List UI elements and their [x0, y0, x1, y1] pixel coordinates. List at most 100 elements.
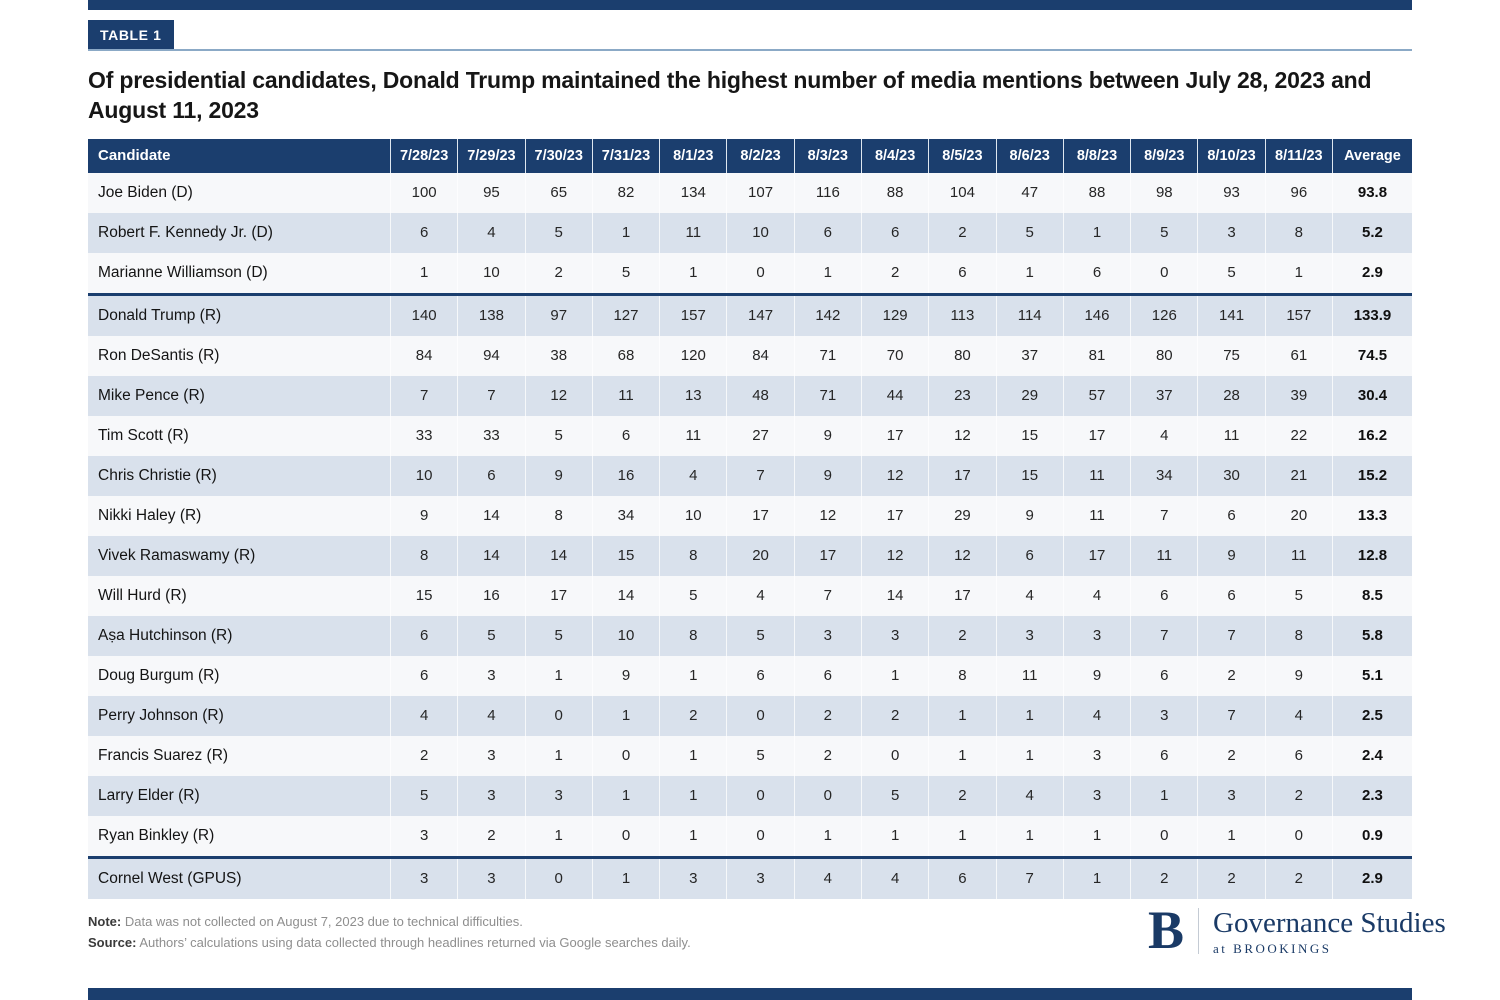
value-cell: 0: [726, 815, 793, 856]
value-cell: 80: [1130, 335, 1197, 376]
value-cell: 3: [1197, 212, 1264, 253]
value-cell: 5: [524, 415, 592, 456]
value-cell: 10: [390, 455, 457, 496]
value-cell: 9: [1264, 655, 1332, 696]
header-date: 8/10/23: [1197, 138, 1264, 173]
average-cell: 30.4: [1331, 375, 1412, 416]
header-date: 7/28/23: [390, 138, 457, 173]
value-cell: 88: [860, 172, 928, 213]
value-cell: 7: [1197, 695, 1264, 736]
value-cell: 4: [390, 695, 457, 736]
value-cell: 57: [1062, 375, 1130, 416]
value-cell: 1: [995, 815, 1063, 856]
header-date: 8/9/23: [1130, 138, 1197, 173]
value-cell: 1: [995, 252, 1063, 293]
value-cell: 0: [860, 735, 928, 776]
table-row: Nikki Haley (R) 9 14 8 34 10 17 12 17 29 9 11 7 6 20 13…: [88, 495, 1412, 536]
table-row: Perry Johnson (R) 4 4 0 1 2 0 2 2 1 1 4 3 7 4 2.5: [88, 695, 1412, 736]
table-row: Francis Suarez (R) 2 3 1 0 1 5 2 0 1 1 3 6 2 6 2.4: [88, 735, 1412, 776]
value-cell: 5: [524, 615, 592, 656]
average-cell: 5.8: [1331, 615, 1412, 656]
value-cell: 5: [457, 615, 524, 656]
value-cell: 71: [793, 335, 861, 376]
value-cell: 15: [591, 535, 659, 576]
value-cell: 8: [928, 655, 995, 696]
value-cell: 1: [591, 858, 659, 899]
value-cell: 6: [928, 252, 995, 293]
header-date: 8/11/23: [1264, 138, 1332, 173]
value-cell: 28: [1197, 375, 1264, 416]
value-cell: 1: [995, 735, 1063, 776]
average-cell: 0.9: [1331, 815, 1412, 856]
value-cell: 29: [995, 375, 1063, 416]
value-cell: 147: [726, 295, 793, 336]
value-cell: 7: [726, 455, 793, 496]
value-cell: 9: [390, 495, 457, 536]
value-cell: 88: [1062, 172, 1130, 213]
value-cell: 14: [860, 575, 928, 616]
value-cell: 9: [524, 455, 592, 496]
value-cell: 4: [457, 695, 524, 736]
table-body: Joe Biden (D) 100 95 65 82 134 107 116 88 104 47 88…: [88, 172, 1412, 899]
value-cell: 2: [860, 695, 928, 736]
value-cell: 5: [1197, 252, 1264, 293]
average-cell: 16.2: [1331, 415, 1412, 456]
value-cell: 1: [793, 815, 861, 856]
value-cell: 10: [591, 615, 659, 656]
value-cell: 7: [1130, 495, 1197, 536]
value-cell: 23: [928, 375, 995, 416]
value-cell: 37: [1130, 375, 1197, 416]
value-cell: 9: [995, 495, 1063, 536]
note-line: Note: Data was not collected on August 7…: [88, 912, 1412, 933]
value-cell: 70: [860, 335, 928, 376]
value-cell: 1: [524, 735, 592, 776]
value-cell: 20: [726, 535, 793, 576]
value-cell: 12: [860, 535, 928, 576]
value-cell: 2: [928, 775, 995, 816]
value-cell: 3: [457, 858, 524, 899]
value-cell: 11: [1264, 535, 1332, 576]
value-cell: 16: [457, 575, 524, 616]
candidate-name: Francis Suarez (R): [98, 746, 229, 764]
value-cell: 1: [928, 815, 995, 856]
source-text: Authors’ calculations using data collect…: [139, 934, 691, 950]
value-cell: 1: [591, 695, 659, 736]
candidate-name: Aṣa Hutchinson (R): [98, 626, 233, 644]
table-tag-row: TABLE 1: [88, 20, 1412, 51]
value-cell: 11: [591, 375, 659, 416]
value-cell: 17: [524, 575, 592, 616]
value-cell: 94: [457, 335, 524, 376]
value-cell: 0: [726, 775, 793, 816]
value-cell: 14: [457, 535, 524, 576]
value-cell: 97: [524, 295, 592, 336]
value-cell: 3: [1130, 695, 1197, 736]
value-cell: 0: [726, 695, 793, 736]
value-cell: 5: [726, 735, 793, 776]
value-cell: 68: [591, 335, 659, 376]
table-row: Mike Pence (R) 7 7 12 11 13 48 71 44 23 29 57 37 28 39…: [88, 375, 1412, 416]
value-cell: 2: [524, 252, 592, 293]
value-cell: 9: [1062, 655, 1130, 696]
value-cell: 82: [591, 172, 659, 213]
candidate-name: Nikki Haley (R): [98, 506, 202, 524]
data-table: Candidate 7/28/23 7/29/23 7/30/23 7/31/23 8/1…: [88, 138, 1412, 899]
logo-divider: [1198, 908, 1200, 954]
value-cell: 6: [995, 535, 1063, 576]
value-cell: 5: [995, 212, 1063, 253]
average-cell: 2.9: [1331, 858, 1412, 899]
value-cell: 1: [1062, 815, 1130, 856]
value-cell: 9: [1197, 535, 1264, 576]
candidate-name: Ryan Binkley (R): [98, 826, 215, 844]
value-cell: 2: [793, 695, 861, 736]
value-cell: 75: [1197, 335, 1264, 376]
figure-title: Of presidential candidates, Donald Trump…: [88, 67, 1372, 124]
value-cell: 3: [390, 858, 457, 899]
value-cell: 6: [860, 212, 928, 253]
value-cell: 5: [390, 775, 457, 816]
value-cell: 107: [726, 172, 793, 213]
value-cell: 4: [1264, 695, 1332, 736]
table-row: Chris Christie (R) 10 6 9 16 4 7 9 12 17 15 11 34 30 2…: [88, 455, 1412, 496]
value-cell: 38: [524, 335, 592, 376]
value-cell: 4: [1130, 415, 1197, 456]
value-cell: 3: [995, 615, 1063, 656]
